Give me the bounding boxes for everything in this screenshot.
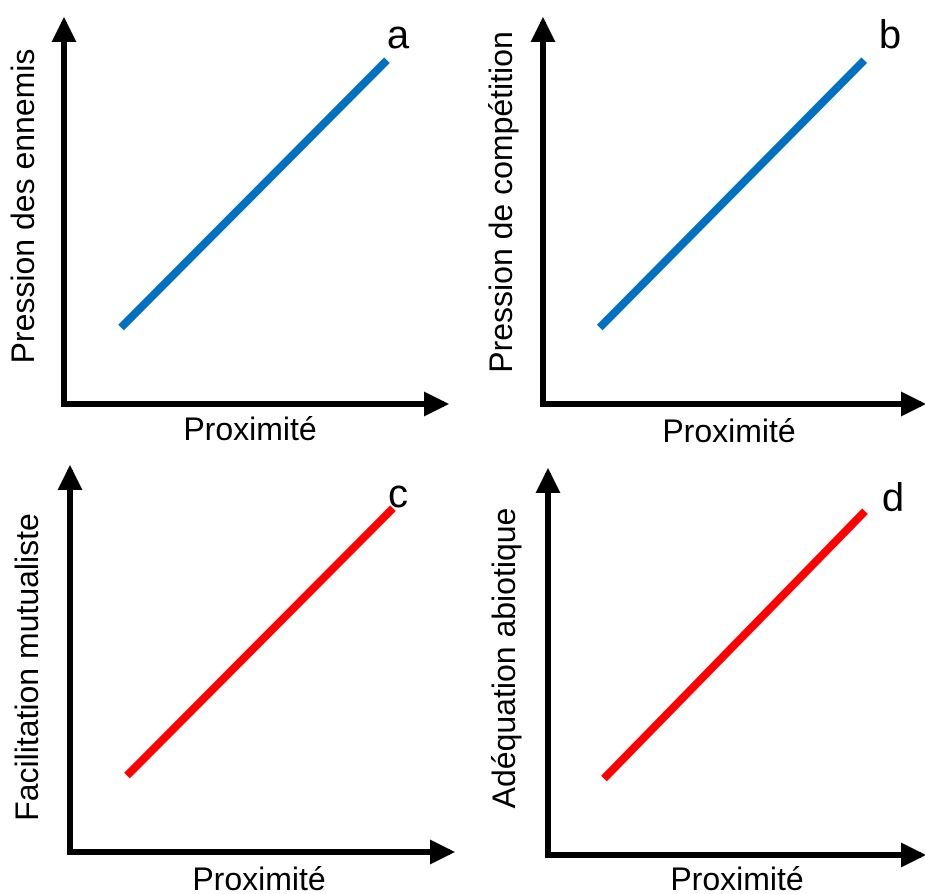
panel-d: d Proximité Adéquation abiotique xyxy=(486,467,925,894)
panel-a-y-axis-label: Pression des ennemis xyxy=(5,49,41,364)
panel-a-series-line xyxy=(118,57,390,331)
panel-d-y-axis-label: Adéquation abiotique xyxy=(486,508,522,809)
panel-c: c Proximité Facilitation mutualiste xyxy=(9,464,456,894)
panel-d-x-axis-label: Proximité xyxy=(670,861,803,894)
panel-c-x-axis-label: Proximité xyxy=(192,861,325,894)
panel-c-y-axis-label: Facilitation mutualiste xyxy=(9,513,45,821)
panel-a-letter: a xyxy=(387,13,410,57)
panel-b-series-line xyxy=(596,57,868,331)
panel-d-series-line xyxy=(601,508,868,782)
panel-b-y-axis-label: Pression de compétition xyxy=(483,31,519,373)
panel-c-series-line xyxy=(124,505,396,779)
panel-c-letter: c xyxy=(388,472,408,516)
panel-a: a Proximité Pression des ennemis xyxy=(5,13,450,447)
panel-d-letter: d xyxy=(882,476,904,520)
panel-b-x-axis-label: Proximité xyxy=(662,413,795,449)
panel-b: b Proximité Pression de compétition xyxy=(483,13,925,449)
panel-a-x-axis-label: Proximité xyxy=(183,411,316,447)
panel-b-letter: b xyxy=(879,13,901,57)
